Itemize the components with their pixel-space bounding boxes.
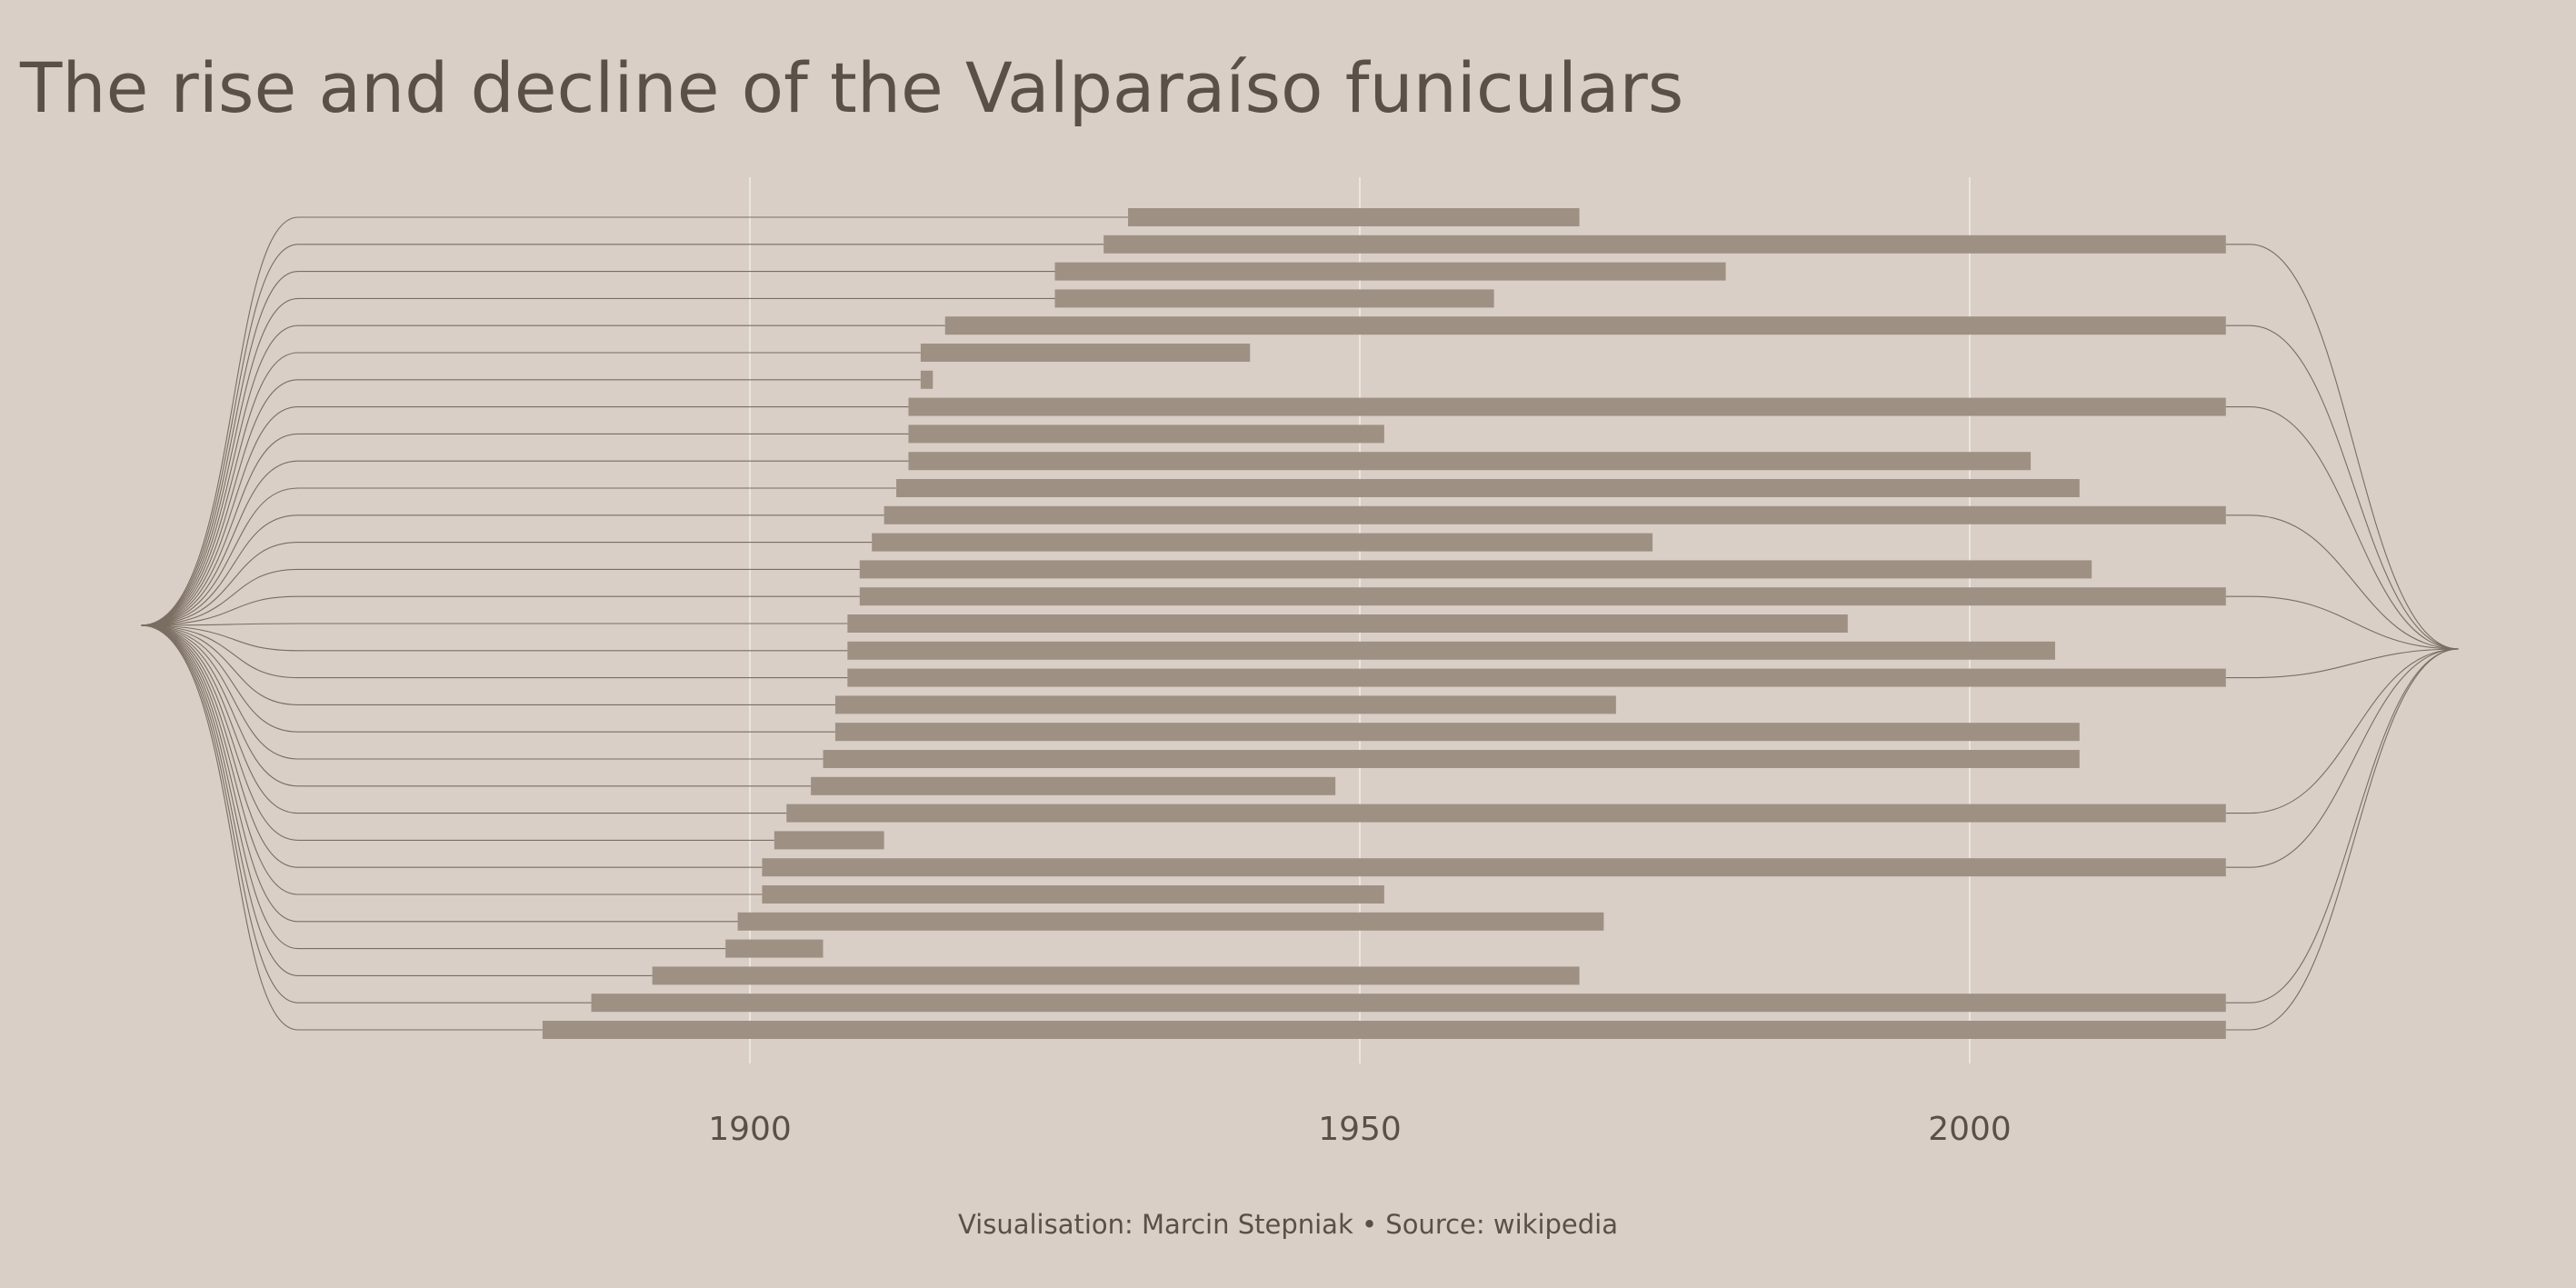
connector-curve [2225, 244, 2460, 650]
bar [944, 316, 2226, 335]
connector-curve [2225, 324, 2460, 650]
bars [542, 208, 2226, 1039]
connector-curve [140, 624, 543, 1031]
connector-curve [140, 542, 873, 626]
connector-curve [140, 624, 774, 841]
bar [725, 939, 824, 958]
bar [811, 776, 1336, 795]
connector-curve [140, 271, 1055, 626]
connector-curve [140, 624, 763, 868]
bar [542, 1021, 2226, 1039]
connector-curve [140, 487, 897, 626]
bar [1054, 262, 1726, 281]
bar [1128, 208, 1580, 226]
x-axis-ticks: 1900 1950 2000 [708, 1111, 2012, 1148]
connector-curves [140, 216, 2460, 1031]
bar [1054, 289, 1494, 308]
bar [896, 479, 2080, 497]
connector-curve [2225, 648, 2460, 1003]
connector-curve [2225, 406, 2460, 650]
bar [847, 614, 1848, 633]
connector-curve [2225, 648, 2460, 868]
connector-curve [140, 244, 1104, 626]
connector-curve [140, 624, 653, 976]
connector-curve [140, 595, 860, 626]
connector-curve [2225, 648, 2460, 1031]
connector-curve [140, 216, 1129, 626]
bar [859, 560, 2092, 579]
chart-title: The rise and decline of the Valparaíso f… [20, 47, 1684, 128]
connector-curve [140, 379, 921, 626]
bar [908, 397, 2226, 416]
bar [652, 966, 1580, 985]
connector-curve [140, 406, 909, 626]
connector-curve [140, 568, 860, 626]
connector-curve [140, 624, 787, 814]
connector-curve [140, 624, 835, 705]
bar [1103, 235, 2226, 254]
connector-curve [140, 352, 921, 626]
connector-curve [2225, 648, 2460, 679]
bar [834, 695, 1616, 714]
bar [859, 587, 2226, 606]
connector-curve [140, 624, 738, 923]
bar [920, 370, 934, 389]
connector-curve [140, 460, 909, 626]
connector-curve [140, 624, 592, 1003]
connector-curve [2225, 595, 2460, 650]
bar [847, 641, 2055, 660]
bar [591, 993, 2226, 1013]
connector-curve [2225, 514, 2460, 650]
caption: Visualisation: Marcin Stepniak • Source:… [957, 1209, 1618, 1240]
connector-curve [140, 624, 835, 733]
bar [823, 750, 2080, 768]
bar [920, 344, 1251, 362]
connector-curve [140, 624, 824, 760]
bar [762, 885, 1384, 904]
connector-curve [140, 623, 848, 626]
connector-curve [140, 514, 884, 626]
bar [884, 505, 2226, 524]
connector-curve [140, 624, 848, 652]
bar [847, 668, 2226, 687]
connector-curve [2225, 648, 2460, 814]
bar [908, 424, 1384, 444]
bar [908, 452, 2032, 471]
connector-curve [140, 324, 945, 626]
connector-curve [140, 624, 726, 950]
bar [872, 533, 1653, 552]
bar [774, 831, 884, 850]
bar [762, 858, 2226, 877]
connector-curve [140, 297, 1055, 626]
bar [737, 912, 1604, 931]
x-tick-label: 2000 [1928, 1111, 2012, 1148]
bar [786, 804, 2226, 823]
connector-curve [140, 624, 812, 787]
x-tick-label: 1950 [1318, 1111, 1402, 1148]
x-tick-label: 1900 [708, 1111, 792, 1148]
connector-curve [140, 624, 848, 679]
connector-curve [140, 433, 909, 626]
connector-curve [140, 624, 763, 895]
bar [834, 723, 2080, 742]
